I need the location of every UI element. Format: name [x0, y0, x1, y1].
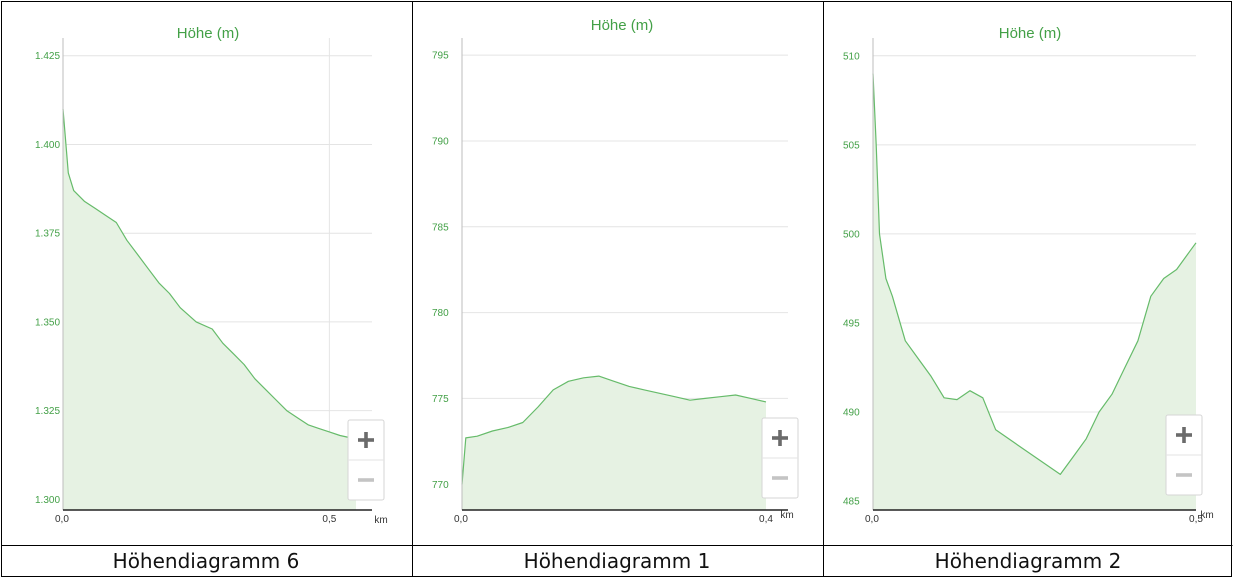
y-tick-label: 1.425 — [35, 51, 60, 62]
y-tick-label: 795 — [432, 51, 449, 62]
elevation-area — [63, 109, 356, 510]
y-tick-label: 1.325 — [35, 406, 60, 417]
plus-bar-v — [778, 430, 782, 446]
plus-icon — [772, 430, 788, 446]
x-axis-unit: km — [374, 515, 387, 526]
zoom-in-button[interactable] — [762, 418, 798, 458]
zoom-out-button[interactable] — [1166, 455, 1202, 495]
y-tick-label: 500 — [843, 229, 860, 240]
x-tick-label: 0,0 — [454, 514, 468, 525]
chart-title: Höhe (m) — [591, 17, 654, 34]
y-tick-label: 775 — [432, 394, 449, 405]
x-axis-unit: km — [780, 510, 793, 521]
y-tick-label: 1.350 — [35, 317, 60, 328]
y-tick-label: 780 — [432, 308, 449, 319]
elevation-chart-3: Höhe (m) 485 490 495 500 505 510 0,0 0,5km — [843, 25, 1214, 525]
x-tick-label: 0,5 — [1189, 514, 1203, 525]
x-tick-label: 0,0 — [55, 514, 69, 525]
minus-icon — [772, 476, 788, 480]
panels: Höhe (m) 1.300 1.325 1.350 1.375 1.400 1.425 0,… — [35, 17, 1214, 526]
y-tick-label: 1.300 — [35, 495, 60, 506]
minus-icon — [1176, 473, 1192, 477]
elevation-area — [873, 73, 1196, 510]
y-tick-label: 790 — [432, 136, 449, 147]
plus-icon — [358, 432, 374, 448]
zoom-in-button[interactable] — [1166, 415, 1202, 455]
plus-icon — [1176, 427, 1192, 443]
elevation-chart-1: Höhe (m) 1.300 1.325 1.350 1.375 1.400 1.425 0,… — [35, 25, 388, 526]
y-tick-label: 1.375 — [35, 229, 60, 240]
plus-bar-v — [1182, 427, 1186, 443]
caption-3: Höhendiagramm 2 — [935, 549, 1122, 573]
caption-2: Höhendiagramm 1 — [524, 549, 711, 573]
minus-icon — [358, 478, 374, 482]
x-axis-unit: km — [1200, 510, 1213, 521]
x-tick-label: 0,5 — [322, 514, 336, 525]
y-tick-label: 495 — [843, 318, 860, 329]
zoom-out-button[interactable] — [762, 458, 798, 498]
zoom-control — [347, 419, 385, 501]
caption-1: Höhendiagramm 6 — [113, 549, 300, 573]
elevation-line — [62, 108, 357, 440]
y-tick-label: 505 — [843, 140, 860, 151]
zoom-out-button[interactable] — [348, 460, 384, 500]
elevation-area — [462, 376, 766, 510]
zoom-in-button[interactable] — [348, 420, 384, 460]
zoom-control — [1165, 414, 1203, 496]
elevation-chart-2: Höhe (m) 770 775 780 785 790 795 0,0 0,4 km — [432, 17, 799, 525]
zoom-control — [761, 417, 799, 499]
plus-bar-v — [364, 432, 368, 448]
y-tick-label: 770 — [432, 480, 449, 491]
elevation-line — [872, 73, 1197, 475]
y-tick-label: 485 — [843, 497, 860, 508]
y-tick-label: 1.400 — [35, 140, 60, 151]
x-tick-label: 0,0 — [865, 514, 879, 525]
x-tick-label: 0,4 — [759, 514, 773, 525]
elevation-line — [461, 375, 767, 485]
chart-title: Höhe (m) — [999, 25, 1062, 42]
y-tick-label: 510 — [843, 51, 860, 62]
y-tick-label: 785 — [432, 222, 449, 233]
chart-title: Höhe (m) — [177, 25, 240, 42]
y-tick-label: 490 — [843, 408, 860, 419]
